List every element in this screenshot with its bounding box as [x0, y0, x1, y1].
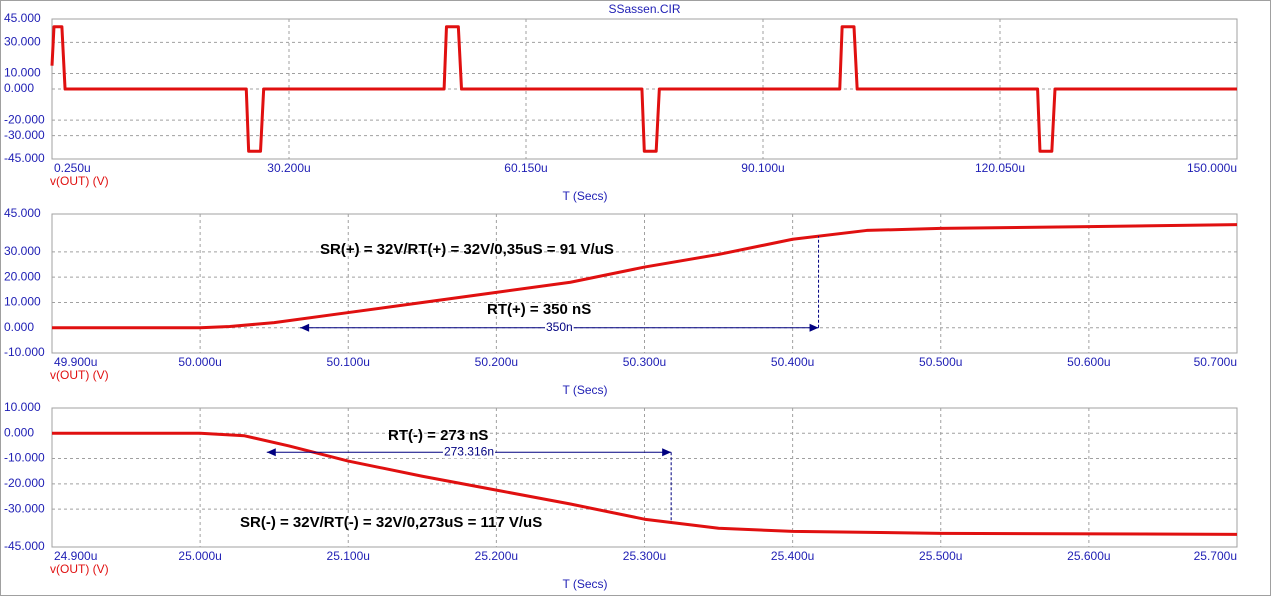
y-tick-label: -20.000	[4, 476, 45, 490]
y-tick-label: -10.000	[4, 345, 45, 359]
x-tick-label: 25.200u	[475, 549, 518, 563]
y-tick-label: 30.000	[4, 35, 41, 49]
annotation: SR(-) = 32V/RT(-) = 32V/0,273uS = 117 V/…	[240, 514, 542, 531]
x-tick-label: 25.600u	[1067, 549, 1110, 563]
x-tick-label: 50.600u	[1067, 355, 1110, 369]
y-tick-label: -30.000	[4, 128, 45, 142]
x-tick-label: 90.100u	[741, 161, 784, 175]
annotation: RT(-) = 273 nS	[388, 427, 488, 444]
y-tick-label: -10.000	[4, 451, 45, 465]
arrow-head	[662, 448, 672, 457]
y-tick-label: 0.000	[4, 81, 34, 95]
y-tick-label: 10.000	[4, 400, 41, 414]
cursor-label-bg	[442, 444, 496, 459]
x-tick-label: 50.300u	[623, 355, 666, 369]
x-tick-label: 25.500u	[919, 549, 962, 563]
x-tick-label: 50.400u	[771, 355, 814, 369]
x-tick-label: 50.200u	[475, 355, 518, 369]
y-tick-label: -30.000	[4, 501, 45, 515]
series-line	[52, 223, 1238, 330]
x-tick-label: 120.050u	[975, 161, 1025, 175]
legend-label: v(OUT) (V)	[50, 368, 109, 382]
x-tick-label: 0.250u	[54, 161, 91, 175]
y-tick-label: 45.000	[4, 11, 41, 25]
x-tick-label: 30.200u	[267, 161, 310, 175]
series-line	[50, 25, 1237, 153]
annotation: SR(+) = 32V/RT(+) = 32V/0,35uS = 91 V/uS	[320, 241, 614, 258]
cursor-label: 350n	[546, 320, 573, 334]
x-tick-label: 150.000u	[1187, 161, 1237, 175]
y-tick-label: -45.000	[4, 539, 45, 553]
x-tick-label: 50.000u	[178, 355, 221, 369]
x-tick-label: 50.100u	[327, 355, 370, 369]
x-tick-label: 49.900u	[54, 355, 97, 369]
x-axis-label: T (Secs)	[562, 577, 607, 591]
y-tick-label: 45.000	[4, 206, 41, 220]
y-tick-label: 10.000	[4, 295, 41, 309]
x-tick-label: 24.900u	[54, 549, 97, 563]
x-tick-label: 25.700u	[1194, 549, 1237, 563]
x-tick-label: 25.100u	[327, 549, 370, 563]
x-axis-label: T (Secs)	[562, 383, 607, 397]
x-tick-label: 50.500u	[919, 355, 962, 369]
y-tick-label: -45.000	[4, 151, 45, 165]
x-tick-label: 25.400u	[771, 549, 814, 563]
cursor-label: 273.316n	[444, 444, 494, 458]
x-axis-label: T (Secs)	[562, 189, 607, 203]
x-tick-label: 25.000u	[178, 549, 221, 563]
arrow-head	[266, 448, 276, 457]
y-tick-label: 20.000	[4, 269, 41, 283]
y-tick-label: 30.000	[4, 244, 41, 258]
annotation: RT(+) = 350 nS	[487, 301, 591, 318]
arrow-head	[300, 323, 310, 332]
cursor-label-bg	[544, 319, 574, 334]
y-tick-label: 10.000	[4, 66, 41, 80]
legend-label: v(OUT) (V)	[50, 562, 109, 576]
arrow-head	[809, 323, 819, 332]
y-tick-label: 0.000	[4, 320, 34, 334]
y-tick-label: 0.000	[4, 425, 34, 439]
x-tick-label: 60.150u	[504, 161, 547, 175]
chart-title: SSassen.CIR	[608, 2, 680, 16]
y-tick-label: -20.000	[4, 112, 45, 126]
x-tick-label: 50.700u	[1194, 355, 1237, 369]
series-line	[52, 431, 1238, 536]
x-tick-label: 25.300u	[623, 549, 666, 563]
legend-label: v(OUT) (V)	[50, 174, 109, 188]
